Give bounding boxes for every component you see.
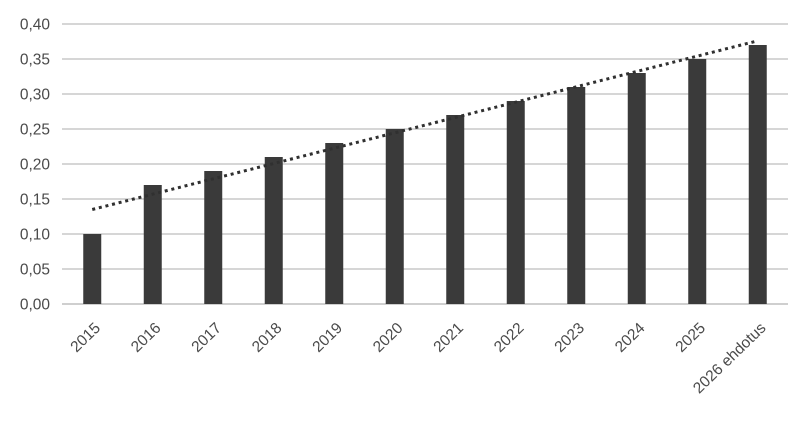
bar-2023 [567,87,586,304]
x-axis-tick-labels: 2015 2016 2017 2018 2019 2020 2021 2022 2023 2024… [67,319,769,397]
y-axis-tick-label: 0,10 [20,227,51,244]
y-axis-tick-label: 0,25 [20,122,50,139]
bar-2017 [204,171,223,304]
bar-2022 [506,101,525,304]
y-axis-tick-label: 0,35 [20,52,50,69]
bar-2016 [143,185,162,304]
x-axis-tick-label: 2017 [188,320,225,356]
bar-2021 [446,115,465,304]
y-axis-tick-label: 0,00 [20,297,51,314]
bars-series [83,45,767,304]
x-axis-tick-label: 2015 [67,320,104,356]
bar-2026-ehdotus [748,45,767,304]
y-axis-tick-label: 0,15 [20,192,50,209]
y-axis-tick-label: 0,05 [20,262,50,279]
x-axis-tick-label: 2016 [128,320,165,356]
bar-2019 [325,143,344,304]
bar-2025 [688,59,707,304]
x-axis-tick-label: 2023 [551,320,588,356]
y-axis-tick-label: 0,20 [20,157,51,174]
bar-2024 [627,73,646,304]
x-axis-tick-label: 2024 [612,319,649,355]
y-axis-tick-label: 0,40 [20,17,51,34]
y-axis-tick-labels: 0,00 0,05 0,10 0,15 0,20 0,25 0,30 0,35 0,40 [20,17,51,314]
bar-2015 [83,234,102,304]
x-axis-tick-label: 2022 [491,320,528,356]
y-axis-tick-label: 0,30 [20,87,51,104]
bar-2018 [264,157,283,304]
x-axis-tick-label: 2020 [370,319,407,355]
bar-2020 [385,129,404,304]
trendline-dotted [91,39,759,211]
x-axis-tick-label: 2018 [249,320,286,356]
x-axis-tick-label: 2025 [672,320,709,356]
x-axis-tick-label: 2019 [309,320,346,356]
x-axis-tick-label: 2021 [430,320,467,356]
y-gridlines [62,23,788,305]
